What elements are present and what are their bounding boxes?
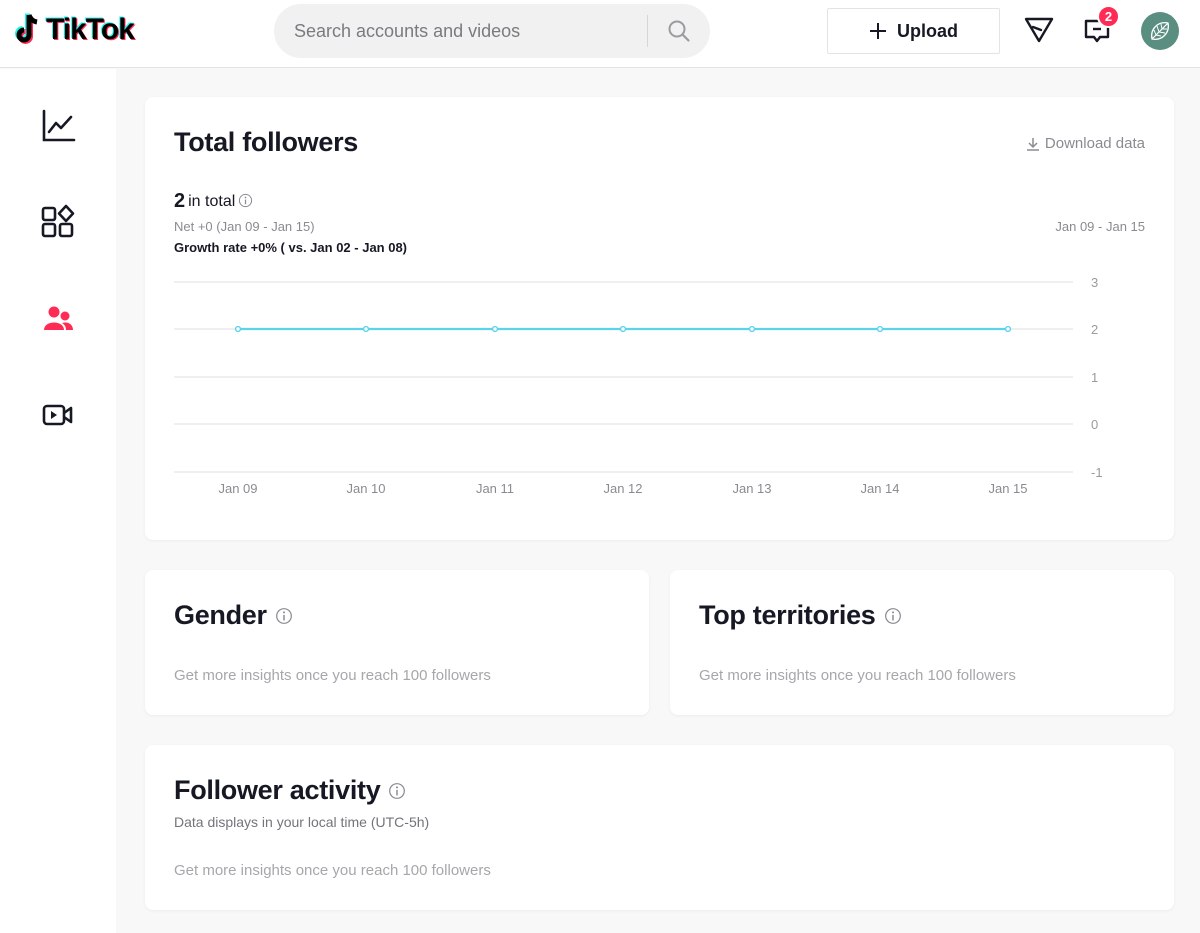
top-bar: TikTok Upload 2: [0, 0, 1200, 68]
info-icon[interactable]: [388, 782, 406, 800]
gender-card: Gender Get more insights once you reach …: [145, 570, 649, 715]
sidebar-item-content[interactable]: [38, 202, 78, 242]
svg-text:-1: -1: [1091, 465, 1103, 480]
gender-title: Gender: [174, 600, 293, 631]
search-input[interactable]: [274, 20, 647, 42]
x-axis-ticks: Jan 09 Jan 10 Jan 11 Jan 12 Jan 13 Jan 1…: [218, 481, 1027, 496]
download-data-button[interactable]: Download data: [1026, 135, 1145, 152]
info-icon[interactable]: [275, 607, 293, 625]
activity-empty-message: Get more insights once you reach 100 fol…: [174, 862, 491, 879]
total-followers-title: Total followers: [174, 127, 359, 157]
timezone-note: Data displays in your local time (UTC-5h…: [174, 814, 430, 830]
sidebar-item-overview[interactable]: [38, 106, 78, 146]
sidebar-item-live[interactable]: [38, 395, 78, 435]
tiktok-logo[interactable]: TikTok: [14, 13, 135, 47]
total-suffix: in total: [188, 192, 236, 210]
search-divider: [647, 15, 648, 47]
plus-icon: [870, 23, 886, 39]
net-change: Net +0 (Jan 09 - Jan 15): [174, 219, 315, 234]
paper-plane-icon: [1024, 17, 1054, 43]
grid-shapes-icon: [41, 204, 75, 238]
upload-label: Upload: [897, 20, 958, 41]
svg-text:Jan 12: Jan 12: [603, 481, 642, 496]
followers-line-chart[interactable]: 3 2 1 0 -1 Jan 09 Jan 10 Jan 11 Jan 12: [145, 267, 1174, 507]
top-territories-card: Top territories Get more insights once y…: [670, 570, 1174, 715]
total-count: 2 in total: [174, 190, 256, 213]
gender-empty-message: Get more insights once you reach 100 fol…: [174, 667, 491, 684]
growth-rate: Growth rate +0% ( vs. Jan 02 - Jan 08): [174, 240, 408, 255]
svg-text:1: 1: [1091, 370, 1098, 385]
tiktok-note-icon: [15, 13, 38, 44]
total-followers-card: Total followers Download data 2 in total…: [145, 97, 1174, 540]
main-content: Total followers Download data 2 in total…: [116, 69, 1200, 933]
search-bar: [274, 4, 710, 58]
date-range: Jan 09 - Jan 15: [1055, 219, 1145, 234]
inbox-badge: 2: [1097, 5, 1120, 28]
svg-text:Jan 14: Jan 14: [860, 481, 899, 496]
svg-text:Jan 09: Jan 09: [218, 481, 257, 496]
follower-activity-title: Follower activity: [174, 775, 406, 806]
svg-text:Jan 10: Jan 10: [346, 481, 385, 496]
info-icon[interactable]: [884, 607, 902, 625]
total-value: 2: [174, 190, 186, 212]
download-icon: [1026, 137, 1039, 151]
y-axis-ticks: 3 2 1 0 -1: [1091, 275, 1103, 480]
svg-text:3: 3: [1091, 275, 1098, 290]
territories-empty-message: Get more insights once you reach 100 fol…: [699, 667, 1016, 684]
messages-button[interactable]: [1021, 12, 1057, 48]
sidebar-item-followers[interactable]: [38, 299, 78, 339]
avatar[interactable]: [1141, 12, 1179, 50]
info-icon[interactable]: [238, 193, 256, 211]
top-territories-title: Top territories: [699, 600, 902, 631]
svg-text:Jan 15: Jan 15: [988, 481, 1027, 496]
svg-text:Jan 13: Jan 13: [732, 481, 771, 496]
data-points: [234, 325, 1012, 333]
video-camera-icon: [42, 404, 73, 426]
users-icon: [44, 306, 73, 330]
logo-text: TikTok: [46, 13, 135, 46]
svg-text:Jan 11: Jan 11: [476, 481, 514, 496]
upload-button[interactable]: Upload: [827, 8, 1000, 54]
leaf-avatar-icon: [1151, 22, 1169, 40]
line-chart-icon: [42, 109, 76, 142]
gridlines: [174, 281, 1073, 473]
search-button[interactable]: [648, 4, 710, 58]
svg-text:2: 2: [1091, 322, 1098, 337]
search-icon: [668, 20, 690, 42]
sidebar: [0, 69, 116, 933]
follower-activity-card: Follower activity Data displays in your …: [145, 745, 1174, 910]
svg-text:0: 0: [1091, 417, 1098, 432]
